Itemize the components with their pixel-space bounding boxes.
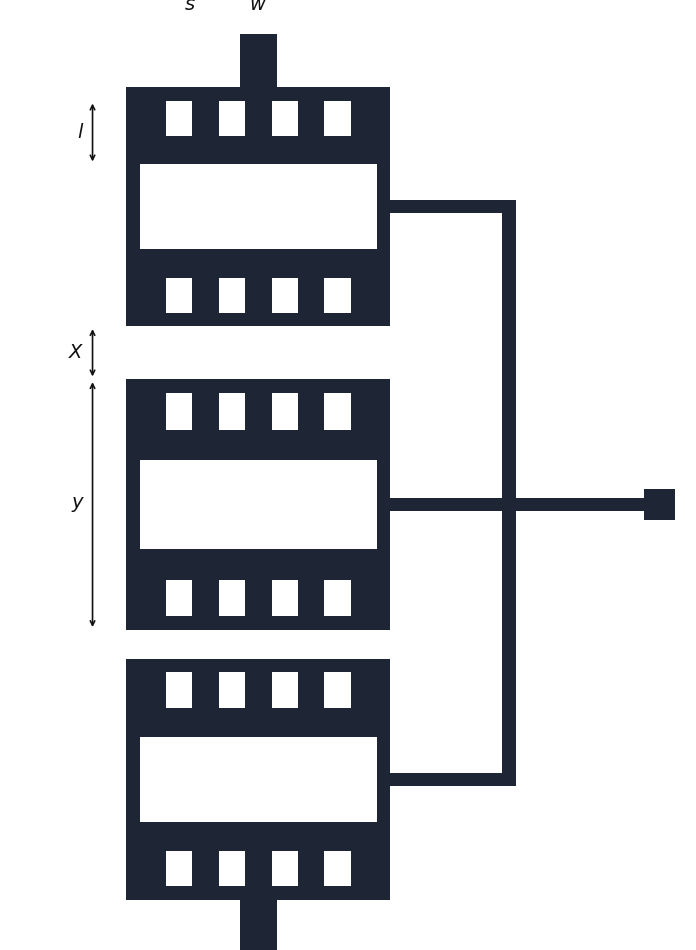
Bar	[166, 101, 193, 136]
Bar	[166, 673, 193, 708]
Bar	[140, 164, 377, 249]
Bar	[390, 498, 644, 511]
Text: $y$: $y$	[70, 495, 85, 514]
Bar	[240, 34, 277, 87]
Bar	[644, 489, 675, 520]
Bar	[219, 580, 245, 617]
Bar	[503, 200, 516, 786]
Bar	[271, 392, 298, 429]
Bar	[271, 851, 298, 886]
Bar	[271, 673, 298, 708]
Bar	[240, 900, 277, 950]
Text: $w$: $w$	[249, 0, 267, 14]
Bar	[166, 580, 193, 617]
Bar	[324, 277, 351, 313]
Text: $s$: $s$	[184, 0, 196, 14]
Text: $X$: $X$	[68, 344, 85, 362]
Text: $l$: $l$	[77, 123, 85, 142]
Bar	[140, 460, 377, 549]
Bar	[324, 580, 351, 617]
Bar	[126, 379, 390, 630]
Bar	[271, 277, 298, 313]
Bar	[219, 101, 245, 136]
Bar	[324, 851, 351, 886]
Bar	[390, 772, 509, 786]
Bar	[126, 659, 390, 900]
Bar	[324, 673, 351, 708]
Bar	[390, 200, 509, 214]
Bar	[126, 87, 390, 326]
Bar	[219, 673, 245, 708]
Bar	[324, 101, 351, 136]
Bar	[219, 392, 245, 429]
Bar	[219, 851, 245, 886]
Bar	[219, 277, 245, 313]
Bar	[271, 101, 298, 136]
Bar	[324, 392, 351, 429]
Bar	[166, 851, 193, 886]
Bar	[140, 736, 377, 822]
Bar	[271, 580, 298, 617]
Bar	[166, 392, 193, 429]
Bar	[166, 277, 193, 313]
